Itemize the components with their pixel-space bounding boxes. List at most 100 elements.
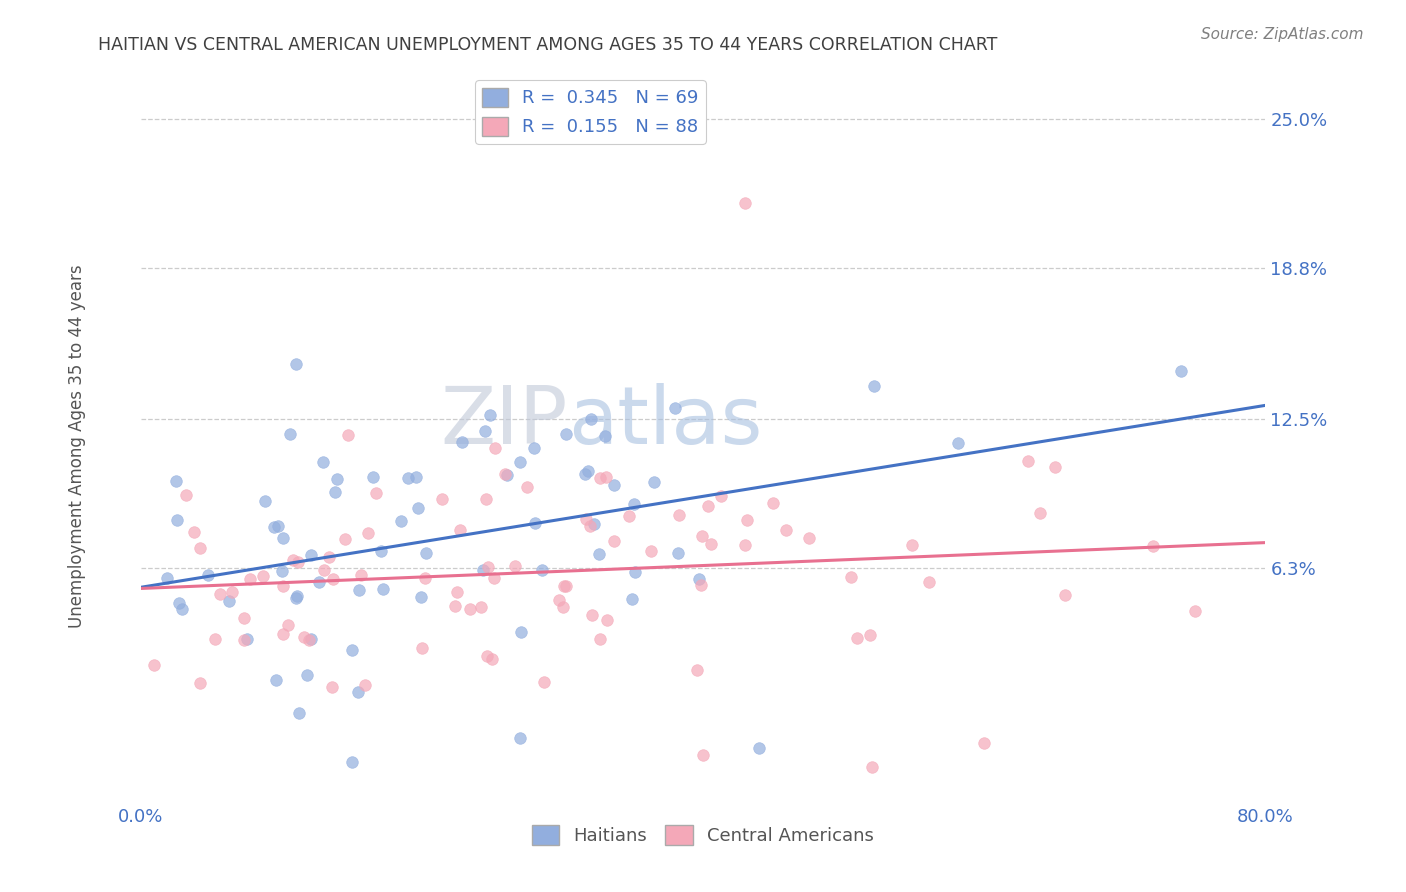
Point xyxy=(415,546,437,560)
Point xyxy=(666,546,689,560)
Point xyxy=(692,747,714,762)
Point xyxy=(582,516,605,531)
Point xyxy=(174,488,197,502)
Text: HAITIAN VS CENTRAL AMERICAN UNEMPLOYMENT AMONG AGES 35 TO 44 YEARS CORRELATION C: HAITIAN VS CENTRAL AMERICAN UNEMPLOYMENT… xyxy=(98,36,998,54)
Point xyxy=(297,668,319,682)
Point xyxy=(322,572,344,586)
Point xyxy=(973,736,995,750)
Point xyxy=(239,572,262,586)
Point xyxy=(1142,539,1164,553)
Point xyxy=(554,426,576,441)
Point xyxy=(734,538,756,552)
Point xyxy=(690,529,713,543)
Point xyxy=(188,676,211,690)
Point xyxy=(218,594,240,608)
Point xyxy=(524,516,547,530)
Point xyxy=(623,497,645,511)
Point xyxy=(350,567,373,582)
Point xyxy=(640,543,662,558)
Point xyxy=(775,523,797,537)
Point xyxy=(389,514,412,528)
Point xyxy=(589,632,612,646)
Point xyxy=(299,548,322,562)
Point xyxy=(370,544,392,558)
Point xyxy=(318,549,340,564)
Point xyxy=(1170,364,1192,378)
Point xyxy=(470,600,492,615)
Point xyxy=(298,632,321,647)
Point xyxy=(271,626,294,640)
Point xyxy=(347,684,370,698)
Point xyxy=(353,678,375,692)
Point xyxy=(579,519,602,533)
Point xyxy=(579,412,602,426)
Point xyxy=(495,468,517,483)
Point xyxy=(197,568,219,582)
Point xyxy=(575,512,598,526)
Point xyxy=(593,429,616,443)
Point xyxy=(285,591,308,605)
Point xyxy=(204,632,226,646)
Point xyxy=(156,571,179,585)
Point xyxy=(697,499,720,513)
Point xyxy=(446,584,468,599)
Point xyxy=(509,455,531,469)
Point xyxy=(411,640,433,655)
Point xyxy=(308,575,330,590)
Point xyxy=(918,575,941,590)
Point xyxy=(643,475,665,490)
Point xyxy=(232,633,254,648)
Point xyxy=(450,435,472,450)
Point xyxy=(685,663,707,677)
Point xyxy=(1043,460,1066,475)
Point xyxy=(595,470,617,484)
Point xyxy=(252,569,274,583)
Text: atlas: atlas xyxy=(568,384,762,461)
Point xyxy=(664,401,686,415)
Point xyxy=(326,472,349,486)
Point xyxy=(555,579,578,593)
Point xyxy=(292,630,315,644)
Point xyxy=(333,532,356,546)
Point xyxy=(547,592,569,607)
Point xyxy=(271,564,294,578)
Point xyxy=(449,523,471,537)
Point xyxy=(734,196,756,211)
Point xyxy=(553,579,575,593)
Point xyxy=(621,591,644,606)
Point xyxy=(143,658,166,673)
Point xyxy=(603,478,626,492)
Point xyxy=(444,599,467,613)
Point xyxy=(762,496,785,510)
Point xyxy=(531,563,554,577)
Point xyxy=(312,455,335,469)
Point xyxy=(859,628,882,642)
Point xyxy=(553,599,575,614)
Point xyxy=(688,572,710,586)
Point xyxy=(863,379,886,393)
Point xyxy=(494,467,516,482)
Text: ZIP: ZIP xyxy=(440,384,568,461)
Point xyxy=(364,486,387,500)
Point xyxy=(411,591,433,605)
Point xyxy=(1054,588,1077,602)
Point xyxy=(340,643,363,657)
Point xyxy=(406,500,429,515)
Point xyxy=(1017,454,1039,468)
Point xyxy=(323,484,346,499)
Point xyxy=(271,532,294,546)
Point xyxy=(533,674,555,689)
Text: Source: ZipAtlas.com: Source: ZipAtlas.com xyxy=(1201,27,1364,42)
Point xyxy=(430,491,453,506)
Text: Unemployment Among Ages 35 to 44 years: Unemployment Among Ages 35 to 44 years xyxy=(69,264,86,628)
Point xyxy=(236,632,259,646)
Point xyxy=(797,531,820,545)
Point xyxy=(474,491,496,506)
Point xyxy=(357,525,380,540)
Point xyxy=(273,579,295,593)
Point xyxy=(347,582,370,597)
Point xyxy=(668,508,690,522)
Point xyxy=(277,618,299,632)
Point xyxy=(948,435,970,450)
Point xyxy=(846,632,869,646)
